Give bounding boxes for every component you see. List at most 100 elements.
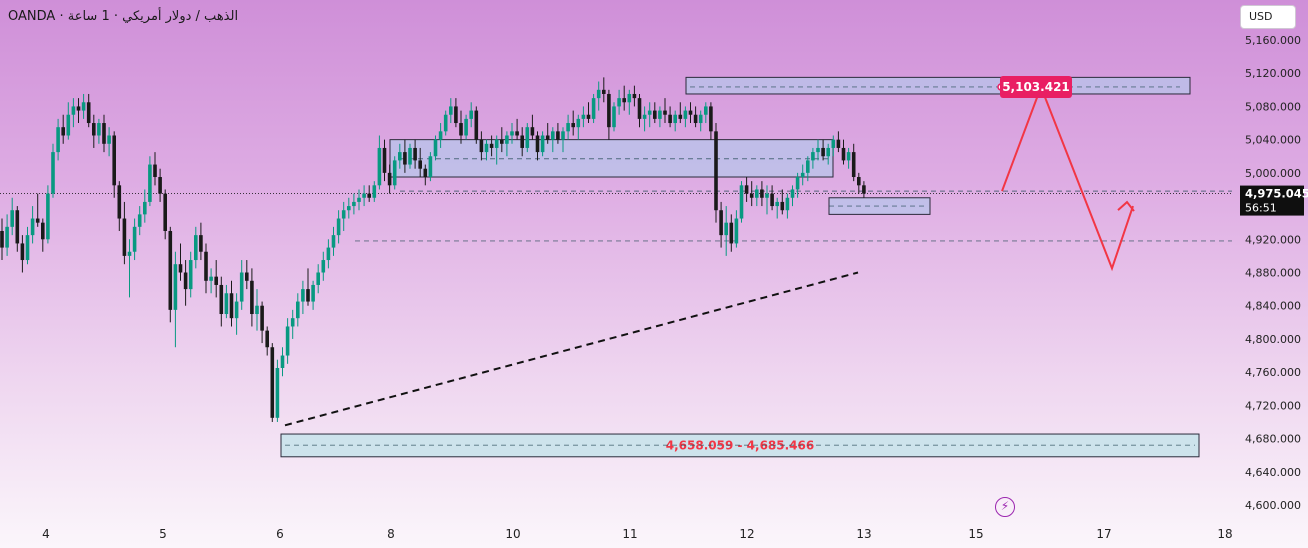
candle-body bbox=[566, 123, 570, 132]
candle-body bbox=[153, 164, 157, 178]
candle-body bbox=[602, 89, 606, 94]
candle-body bbox=[846, 152, 851, 161]
candle-body bbox=[352, 201, 356, 207]
candle-body bbox=[724, 222, 728, 236]
candle-body bbox=[296, 301, 300, 319]
candle-body bbox=[459, 123, 463, 136]
candle-body bbox=[86, 102, 91, 124]
candle-body bbox=[336, 218, 341, 236]
candle-body bbox=[418, 160, 422, 169]
x-tick-label: 4 bbox=[42, 527, 50, 541]
candle-body bbox=[469, 110, 473, 119]
candle-body bbox=[678, 114, 683, 119]
candle-body bbox=[586, 114, 591, 119]
candle-body bbox=[607, 93, 611, 128]
candle-body bbox=[765, 193, 769, 198]
candle-body bbox=[209, 276, 213, 281]
candle-body bbox=[413, 147, 417, 161]
candle-body bbox=[520, 135, 524, 148]
candle-body bbox=[693, 114, 698, 124]
candle-body bbox=[510, 131, 514, 136]
candle-body bbox=[163, 193, 167, 231]
candle-body bbox=[168, 230, 173, 310]
candle-body bbox=[617, 98, 621, 107]
candle-body bbox=[51, 152, 55, 194]
projection-path bbox=[1001, 84, 1134, 272]
candle-body bbox=[326, 247, 331, 261]
candle-body bbox=[770, 193, 774, 207]
symbol-name: الذهب / دولار أمريكي bbox=[122, 9, 239, 24]
candle-body bbox=[61, 127, 65, 136]
target-badge bbox=[1000, 75, 1072, 98]
candle-body bbox=[795, 177, 800, 190]
candle-body bbox=[122, 218, 127, 256]
candle-body bbox=[525, 127, 530, 148]
candle-body bbox=[683, 110, 688, 119]
interval-name: 1 ساعة bbox=[67, 9, 110, 24]
y-tick-label: 5,160.000 bbox=[1245, 34, 1301, 47]
candle-body bbox=[5, 226, 9, 248]
candle-body bbox=[831, 139, 836, 148]
candle-body bbox=[744, 185, 749, 194]
candle-body bbox=[102, 123, 106, 144]
candle-body bbox=[474, 110, 479, 140]
candle-body bbox=[194, 235, 198, 261]
candle-body bbox=[10, 210, 14, 227]
y-tick-label: 5,000.000 bbox=[1245, 167, 1301, 180]
candle-body bbox=[260, 305, 264, 331]
candle-body bbox=[25, 235, 30, 261]
candle-body bbox=[362, 193, 366, 198]
candle-body bbox=[479, 139, 484, 153]
candle-body bbox=[540, 135, 545, 153]
candle-body bbox=[454, 106, 458, 124]
candle-body bbox=[464, 118, 468, 136]
candle-body bbox=[377, 147, 382, 186]
candle-body bbox=[755, 189, 759, 198]
candle-body bbox=[561, 131, 565, 140]
candle-body bbox=[92, 123, 96, 136]
candle-body bbox=[775, 201, 779, 207]
x-tick-label: 8 bbox=[387, 527, 395, 541]
y-tick-label: 4,920.000 bbox=[1245, 233, 1301, 246]
candle-body bbox=[443, 114, 448, 132]
x-tick-label: 11 bbox=[622, 527, 637, 541]
candle-body bbox=[760, 189, 764, 198]
y-tick-label: 4,600.000 bbox=[1245, 499, 1301, 512]
currency-button[interactable]: USD bbox=[1240, 5, 1296, 29]
candle-body bbox=[851, 152, 856, 178]
candle-body bbox=[285, 326, 290, 356]
candle-body bbox=[576, 118, 581, 128]
candle-body bbox=[290, 318, 295, 327]
candle-body bbox=[245, 272, 249, 281]
candle-body bbox=[556, 131, 560, 140]
x-tick-label: 15 bbox=[968, 527, 983, 541]
lightning-icon[interactable]: ⚡ bbox=[995, 497, 1015, 517]
y-tick-label: 4,680.000 bbox=[1245, 433, 1301, 446]
candle-body bbox=[739, 185, 744, 219]
candle-body bbox=[117, 185, 122, 219]
candle-body bbox=[596, 89, 601, 99]
candle-body bbox=[505, 135, 509, 144]
candle-body bbox=[785, 197, 790, 211]
top-resistance-zone bbox=[685, 76, 1191, 95]
current-price-badge bbox=[1240, 185, 1304, 216]
candle-body bbox=[811, 152, 815, 161]
candle-body bbox=[306, 289, 310, 302]
candle-body bbox=[622, 98, 626, 103]
candle-body bbox=[780, 201, 785, 211]
candle-body bbox=[484, 143, 489, 153]
y-tick-label: 4,800.000 bbox=[1245, 333, 1301, 346]
y-tick-label: 4,760.000 bbox=[1245, 366, 1301, 379]
candle-body bbox=[112, 135, 116, 186]
candle-body bbox=[734, 218, 739, 244]
candle-body bbox=[56, 127, 60, 153]
candle-body bbox=[571, 123, 575, 128]
candle-body bbox=[704, 106, 708, 115]
trendline bbox=[284, 271, 859, 427]
candle-body bbox=[143, 201, 147, 215]
candle-body bbox=[449, 106, 453, 115]
candle-body bbox=[214, 276, 218, 285]
candle-body bbox=[158, 177, 162, 194]
y-tick-label: 5,040.000 bbox=[1245, 134, 1301, 147]
